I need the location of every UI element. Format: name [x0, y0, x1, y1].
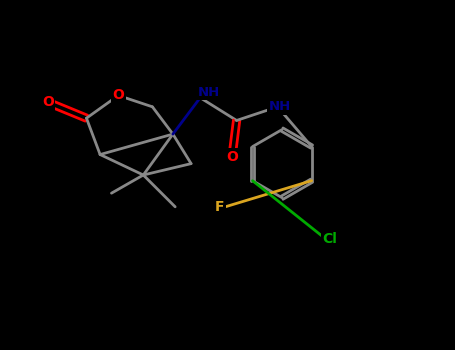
Text: O: O [42, 95, 54, 109]
Text: NH: NH [269, 100, 291, 113]
Text: O: O [112, 89, 124, 103]
Text: O: O [226, 150, 238, 164]
Text: F: F [215, 200, 224, 214]
Text: Cl: Cl [323, 232, 337, 246]
Text: NH: NH [197, 86, 219, 99]
